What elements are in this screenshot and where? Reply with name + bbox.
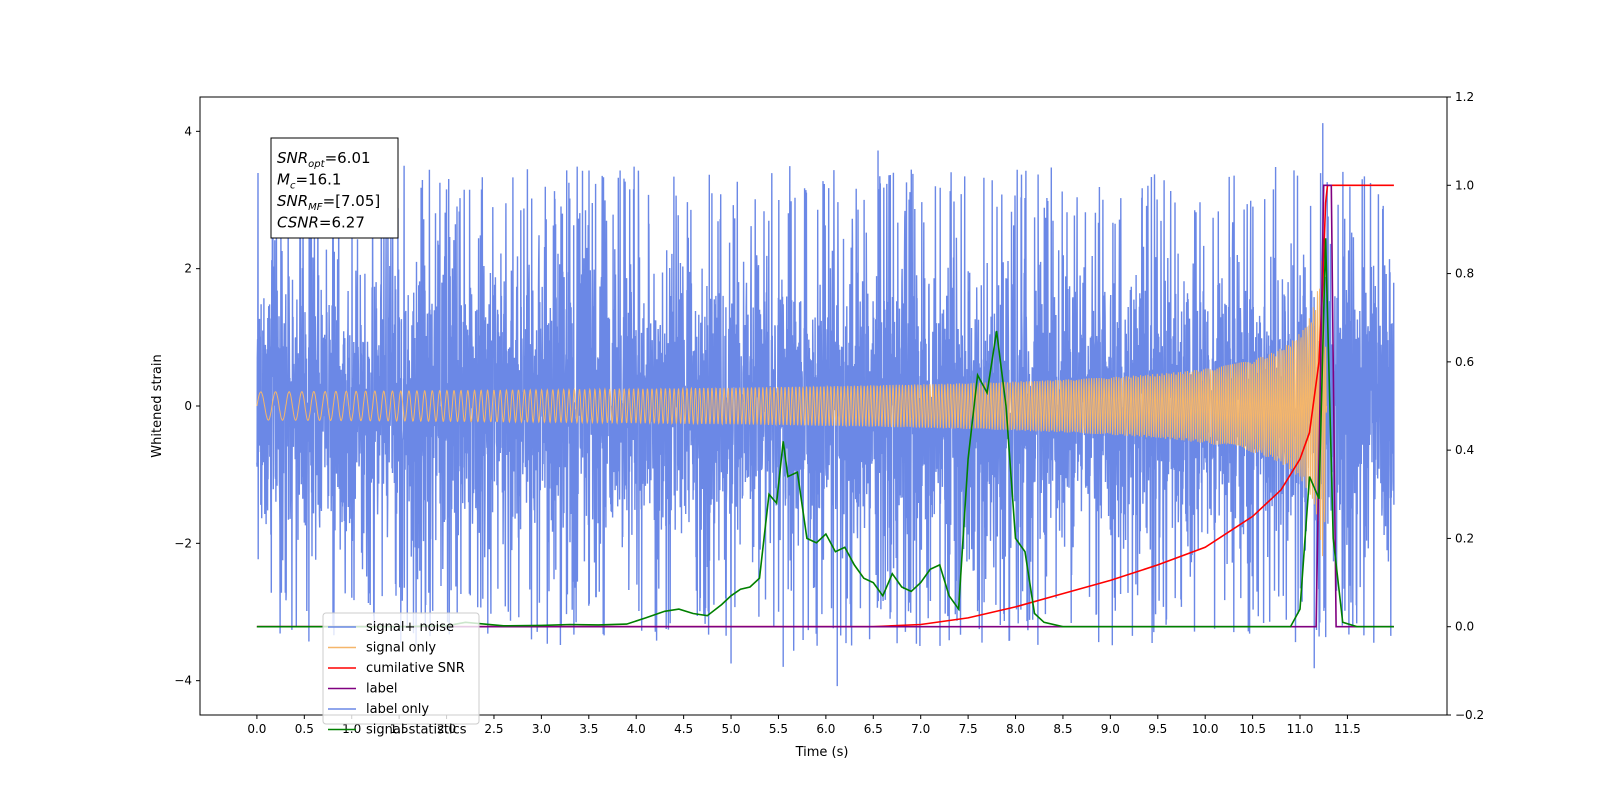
annotation-subscript: c xyxy=(290,181,296,192)
legend-label: label xyxy=(366,682,397,697)
legend-label: signal+ noise xyxy=(366,620,454,635)
legend-frame xyxy=(322,612,480,725)
annotation-line: CSNR=6.27 xyxy=(277,214,365,232)
x-axis-label: Time (s) xyxy=(795,745,849,760)
x-tick-label: 11.5 xyxy=(1334,722,1361,736)
legend-label: signal statistics xyxy=(366,723,467,738)
x-tick-label: 1.5 xyxy=(390,722,409,736)
annotation-line: SNRopt=6.01 xyxy=(277,149,371,170)
x-tick-label: 11.0 xyxy=(1287,722,1314,736)
y-axis-label: Whitened strain xyxy=(150,354,165,457)
y-left-tick-label: 2 xyxy=(184,262,192,276)
legend-label: cumilative SNR xyxy=(366,661,465,676)
y-left-tick-label: 0 xyxy=(184,399,192,413)
annotation-line: SNRMF=[7.05] xyxy=(277,192,380,213)
series-layer xyxy=(256,184,1394,628)
chirp-layer xyxy=(256,244,1328,557)
x-tick-label: 2.0 xyxy=(437,722,456,736)
x-tick-label: 0.0 xyxy=(247,722,266,736)
y-right-tick-label: 0.6 xyxy=(1455,355,1474,369)
y-right-tick-label: 0.2 xyxy=(1455,531,1474,545)
y-right-tick-label: 0.8 xyxy=(1455,267,1474,281)
series-line-cumilative-snr xyxy=(256,184,1394,628)
x-tick-label: 7.0 xyxy=(911,722,930,736)
annotation-value: =[7.05] xyxy=(323,192,381,210)
annotation-subscript: MF xyxy=(308,202,323,213)
x-tick-label: 9.0 xyxy=(1101,722,1120,736)
x-tick-label: 2.5 xyxy=(484,722,503,736)
x-axis: 0.0 0.5 1.0 1.5 2.0 2.5 3.0 3.5 4.0 4.5 5.0 5.5 6.0 6… xyxy=(247,715,1361,736)
annotation-value: =16.1 xyxy=(295,171,341,189)
x-tick-label: 9.5 xyxy=(1148,722,1167,736)
x-tick-label: 5.5 xyxy=(769,722,788,736)
x-tick-label: 6.0 xyxy=(816,722,835,736)
annotation-symbol: SNR xyxy=(277,192,308,210)
y-left-tick-label: −2 xyxy=(174,536,192,550)
x-tick-label: 8.0 xyxy=(1006,722,1025,736)
y-left-tick-label: −4 xyxy=(174,674,192,688)
legend-label: label only xyxy=(366,702,429,717)
y-axis-left: −4 −2 0 2 4 xyxy=(174,124,200,688)
x-tick-label: 6.5 xyxy=(864,722,883,736)
series-line-signal-only xyxy=(256,244,1328,557)
y-right-tick-label: 1.0 xyxy=(1455,178,1474,192)
annotation-symbol: SNR xyxy=(277,149,308,167)
x-tick-label: 8.5 xyxy=(1053,722,1072,736)
annotation-line: Mc=16.1 xyxy=(277,171,341,192)
legend-label: signal only xyxy=(366,641,436,656)
series-line-signal-statistics xyxy=(256,238,1394,628)
x-tick-label: 4.0 xyxy=(627,722,646,736)
y-right-tick-label: −0.2 xyxy=(1455,708,1484,722)
annotation-symbol: M xyxy=(277,171,290,189)
x-tick-label: 0.5 xyxy=(295,722,314,736)
x-tick-label: 7.5 xyxy=(959,722,978,736)
y-axis-right: −0.2 0.0 0.2 0.4 0.6 0.8 1.0 1.2 xyxy=(1447,90,1484,722)
legend: signal+ noise signal only cumilative SNR la… xyxy=(322,612,480,738)
annotation-value: =6.01 xyxy=(325,149,371,167)
x-tick-label: 4.5 xyxy=(674,722,693,736)
x-tick-label: 3.5 xyxy=(579,722,598,736)
x-tick-label: 10.5 xyxy=(1239,722,1266,736)
annotation-subscript: opt xyxy=(308,159,325,170)
x-tick-label: 5.0 xyxy=(721,722,740,736)
y-right-tick-label: 0.0 xyxy=(1455,620,1474,634)
annotation-frame xyxy=(270,137,399,239)
y-left-tick-label: 4 xyxy=(184,124,192,138)
annotation-symbol: CSNR xyxy=(277,214,319,232)
y-right-tick-label: 1.2 xyxy=(1455,90,1474,104)
x-tick-label: 3.0 xyxy=(532,722,551,736)
y-right-tick-label: 0.4 xyxy=(1455,443,1474,457)
x-tick-label: 10.0 xyxy=(1192,722,1219,736)
annotation-value: =6.27 xyxy=(319,214,365,232)
